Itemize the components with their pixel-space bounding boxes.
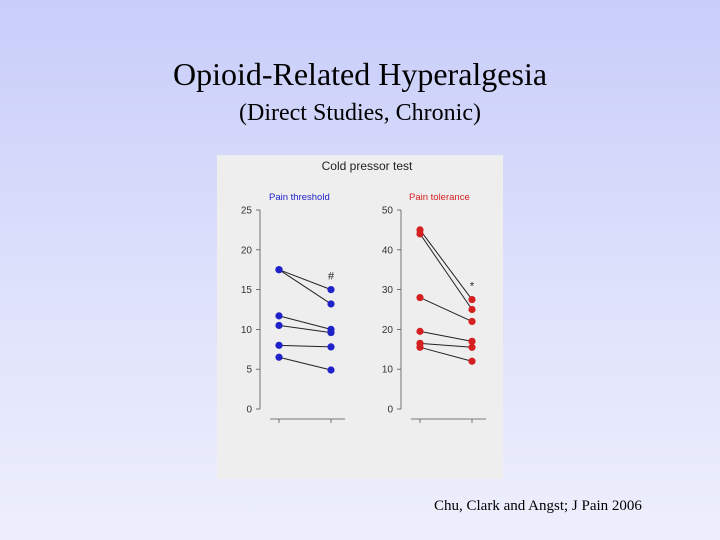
pain-tolerance-point-after — [468, 343, 476, 351]
pain-tolerance-point-after — [468, 357, 476, 365]
pain-threshold-point-after — [327, 286, 335, 294]
slide-subtitle: (Direct Studies, Chronic) — [239, 100, 481, 126]
pain-tolerance-subject-line — [419, 346, 473, 362]
pain-tolerance-y-tick-label: 10 — [382, 365, 394, 376]
pain-threshold-point-after — [327, 343, 335, 351]
pain-tolerance-label: Pain tolerance — [409, 192, 470, 203]
pain-threshold-y-tick-label: 5 — [246, 365, 252, 376]
pain-tolerance-point-after — [468, 305, 476, 314]
pain-tolerance-y-tick-label: 40 — [382, 245, 394, 256]
pain-tolerance-subject-line — [419, 330, 473, 342]
pain-tolerance-point-after — [468, 317, 476, 326]
pain-threshold-subject-line — [278, 315, 332, 330]
pain-tolerance-y-tick-label: 20 — [382, 325, 394, 336]
pain-threshold-point-before — [275, 266, 283, 274]
pain-tolerance-point-before — [416, 293, 424, 302]
citation: Chu, Clark and Angst; J Pain 2006 — [434, 498, 642, 514]
pain-threshold-subject-line — [278, 269, 332, 305]
pain-tolerance-subject-line — [419, 297, 473, 322]
pain-tolerance-point-after — [468, 337, 476, 345]
pain-threshold-point-before — [275, 353, 283, 361]
pain-threshold-subject-line — [278, 344, 332, 348]
pain-threshold-y-tick-label: 0 — [246, 405, 252, 416]
pain-threshold-point-after — [327, 300, 335, 308]
pain-threshold-y-tick-label: 15 — [241, 285, 253, 296]
pain-threshold-y-tick-label: 10 — [241, 325, 253, 336]
pain-tolerance-y-tick-label: 0 — [387, 405, 393, 416]
pain-threshold-label: Pain threshold — [269, 192, 330, 203]
pain-tolerance-point-before — [416, 327, 424, 335]
cold-pressor-chart: Cold pressor test Pain threshold 0 5 10 15 20… — [241, 159, 486, 423]
pain-threshold-point-before — [275, 312, 283, 320]
pain-tolerance-y-tick-label: 30 — [382, 285, 394, 296]
pain-threshold-point-after — [327, 328, 335, 337]
pain-tolerance-point-before — [416, 230, 424, 238]
pain-tolerance-subject-line — [419, 342, 473, 348]
pain-tolerance-y-tick-label: 50 — [382, 206, 394, 217]
pain-threshold-subject-line — [278, 324, 332, 334]
pain-threshold-y-tick-label: 25 — [241, 206, 253, 217]
pain-threshold-subject-line — [278, 356, 332, 371]
pain-threshold-point-after — [327, 366, 335, 374]
chart-figure: Cold pressor test Pain threshold 0 5 10 15 20… — [217, 155, 503, 479]
pain-tolerance-subject-line — [419, 229, 473, 300]
slide-title: Opioid-Related Hyperalgesia — [172, 56, 548, 92]
pain-tolerance-point-after — [468, 295, 476, 304]
pain-tolerance-significance-marker: * — [470, 281, 475, 293]
pain-threshold-subject-line — [278, 269, 332, 291]
pain-tolerance-subject-line — [419, 233, 473, 310]
pain-threshold-y-tick-label: 20 — [241, 245, 253, 256]
pain-threshold-point-before — [275, 341, 283, 349]
pain-tolerance-point-before — [416, 343, 424, 351]
pain-threshold-point-before — [275, 321, 283, 330]
chart-title: Cold pressor test — [322, 159, 413, 173]
pain-threshold-significance-marker: # — [328, 271, 335, 283]
